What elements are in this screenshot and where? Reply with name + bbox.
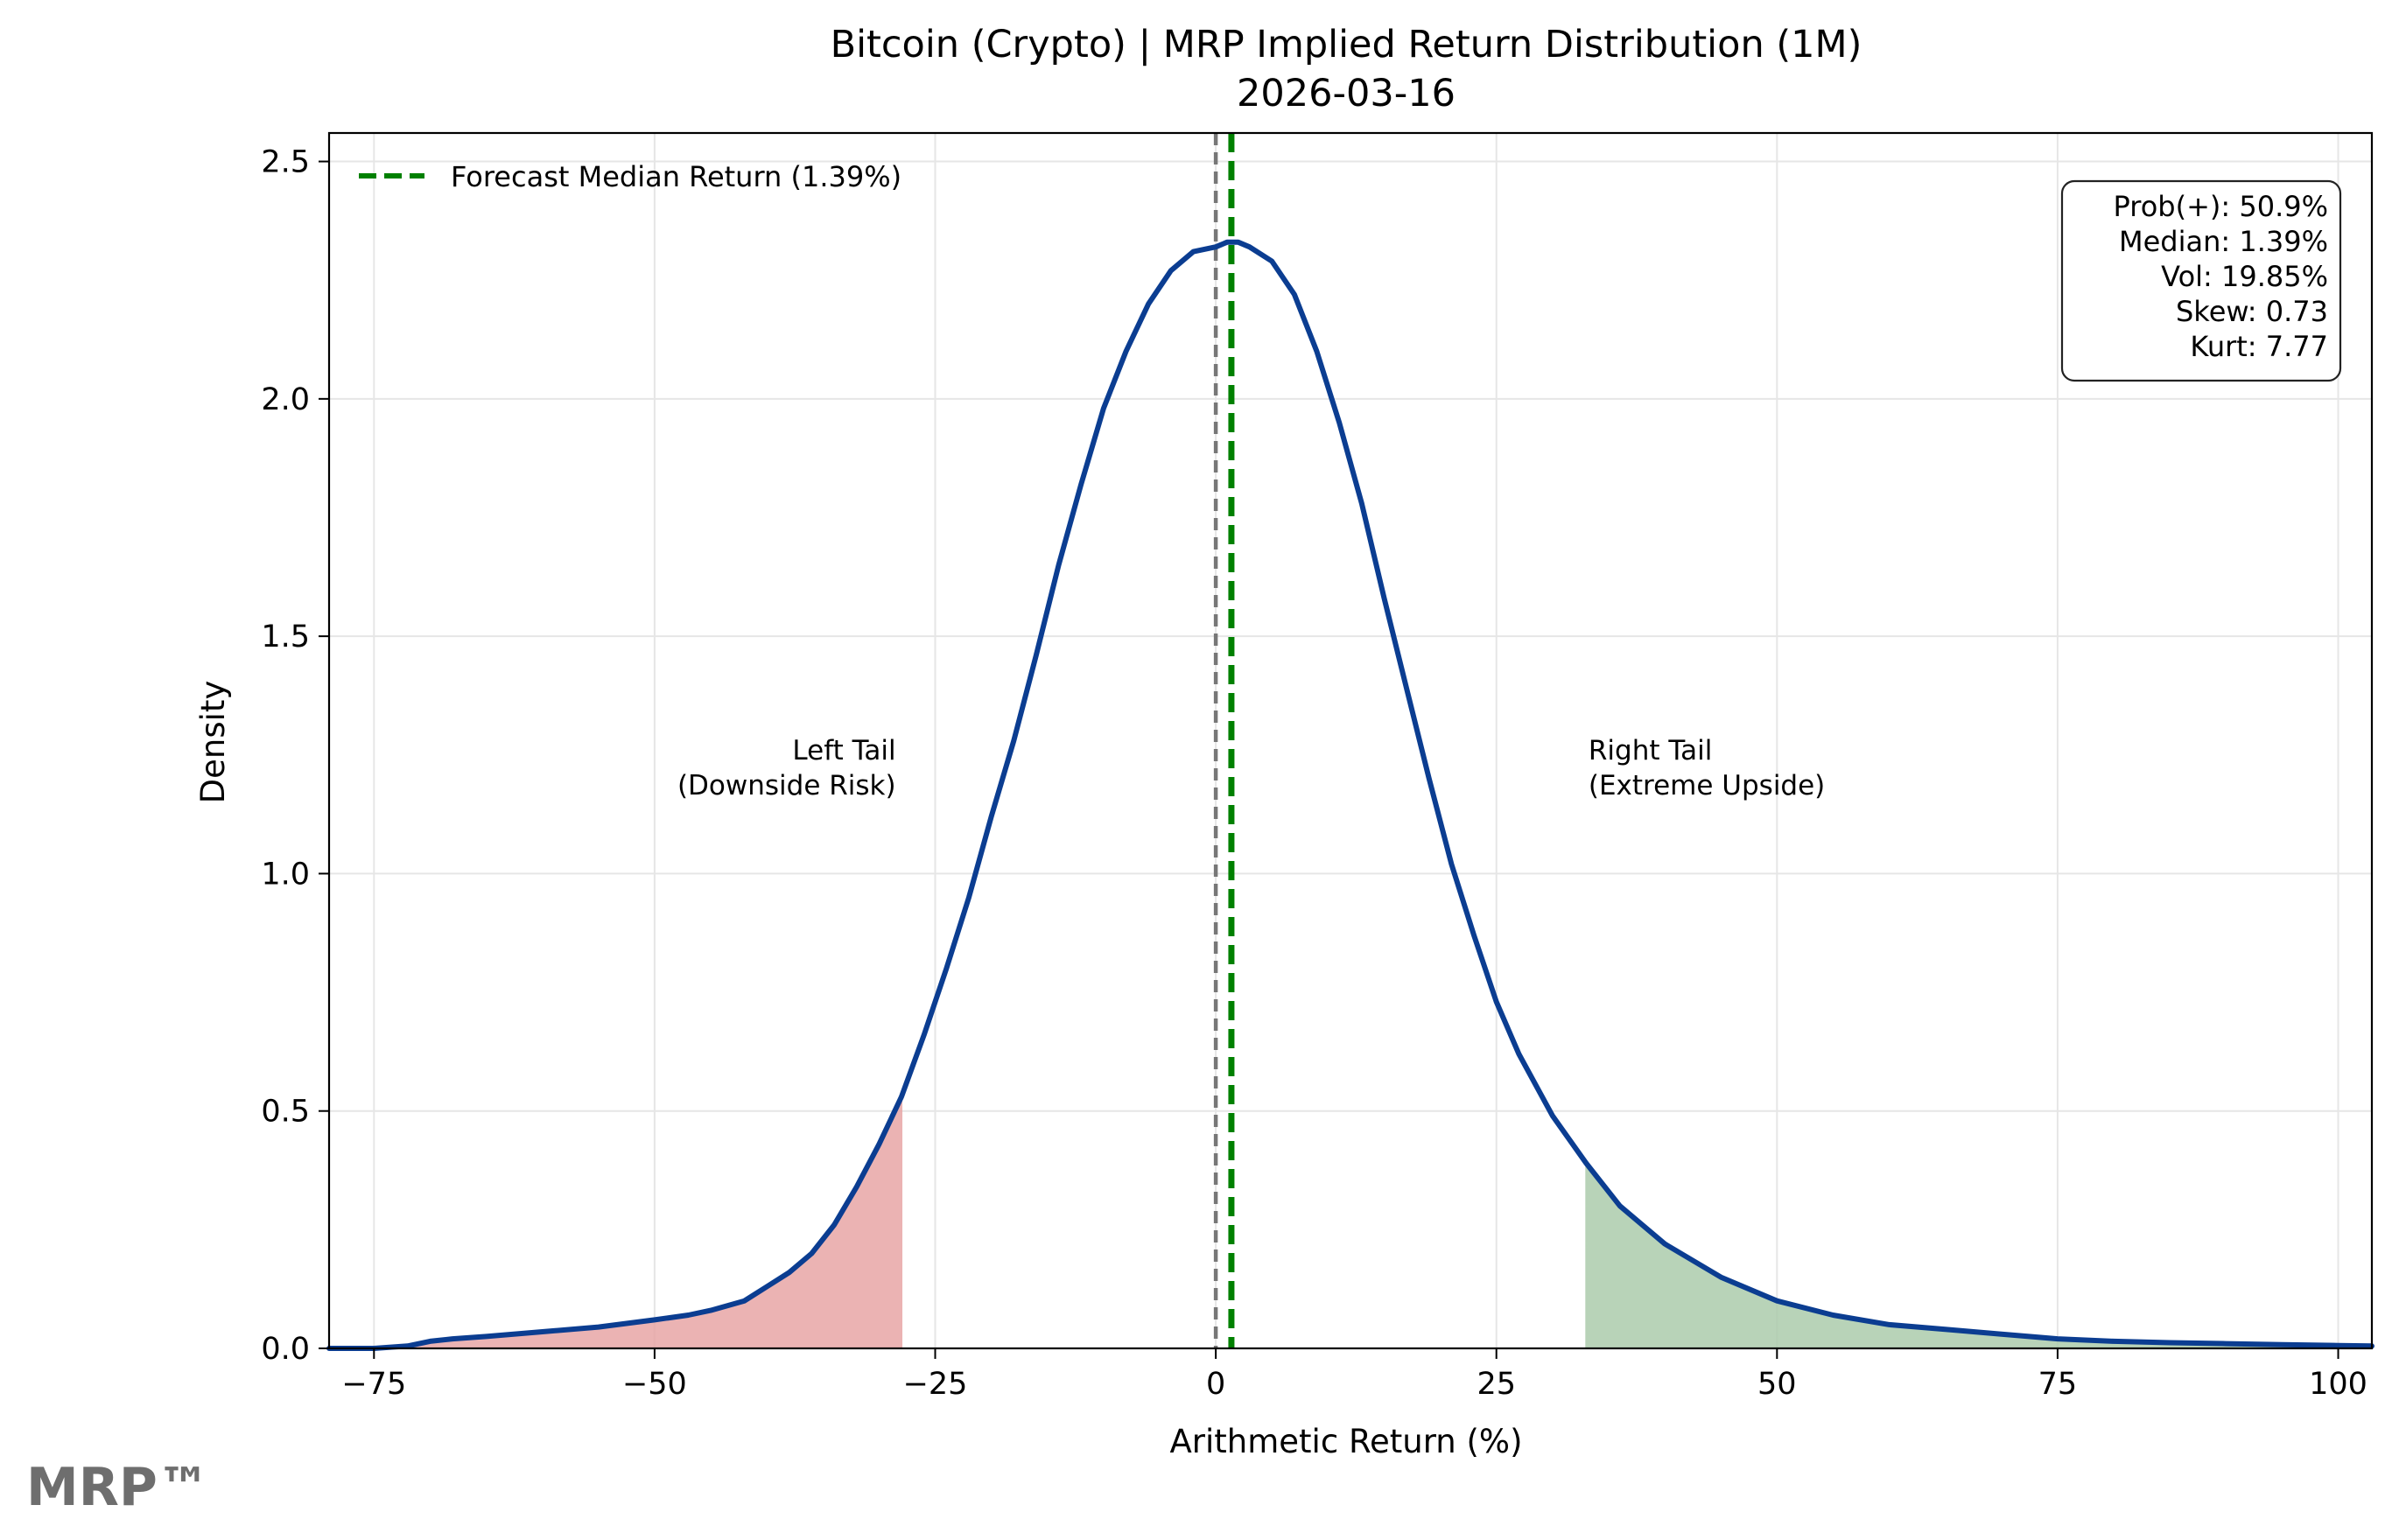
x-tick-label: 75 [2038, 1367, 2078, 1402]
stat-line: Vol: 19.85% [2161, 260, 2328, 293]
x-tick-label: 0 [1206, 1367, 1225, 1402]
x-axis-label: Arithmetic Return (%) [1169, 1423, 1522, 1460]
tail-area [1585, 1160, 2373, 1349]
stat-line: Median: 1.39% [2119, 225, 2328, 258]
chart-title: Bitcoin (Crypto) | MRP Implied Return Di… [831, 23, 1862, 66]
tail-annotations: Left Tail (Downside Risk) Right Tail (Extre… [677, 735, 1825, 802]
tail-area [329, 1096, 903, 1349]
y-tick-label: 2.0 [261, 382, 310, 417]
tail-label-line: Right Tail [1589, 735, 1713, 766]
plot-frame [327, 131, 2374, 1350]
stat-line: Prob(+): 50.9% [2114, 190, 2328, 223]
tail-label-line: (Extreme Upside) [1589, 770, 1825, 802]
stats-box: Prob(+): 50.9% Median: 1.39% Vol: 19.85% Sk… [2060, 179, 2342, 382]
legend-label: Forecast Median Return (1.39%) [451, 160, 901, 193]
legend: Forecast Median Return (1.39%) [359, 160, 901, 193]
chart-subtitle: 2026-03-16 [1237, 72, 1456, 116]
y-tick-label: 1.0 [261, 857, 310, 892]
grid-lines [329, 133, 2372, 1349]
density-curve-layer [326, 239, 2374, 1351]
stat-line: Skew: 0.73 [2176, 295, 2328, 328]
tail-fills [329, 1096, 2373, 1349]
axis-ticks: −75 −50 −25 0 25 50 75 100 0.0 0.5 1.0 1.5 2.0 2.5 [261, 145, 2367, 1402]
x-tick-label: 100 [2309, 1367, 2367, 1402]
tail-label: Right Tail (Extreme Upside) [1589, 735, 1825, 802]
stat-line: Kurt: 7.77 [2190, 330, 2328, 363]
tail-label-line: (Downside Risk) [677, 770, 896, 802]
reference-lines [1213, 133, 1235, 1348]
x-tick-label: 50 [1757, 1367, 1797, 1402]
y-axis-label: Density [194, 681, 232, 804]
x-tick-label: 25 [1477, 1367, 1516, 1402]
x-tick-label: −25 [903, 1367, 968, 1402]
tail-label-line: Left Tail [792, 735, 895, 766]
density-curve [326, 239, 2374, 1351]
x-tick-label: −50 [622, 1367, 687, 1402]
y-tick-label: 0.5 [261, 1095, 310, 1130]
x-tick-label: −75 [341, 1367, 406, 1402]
stats-text: Prob(+): 50.9% Median: 1.39% Vol: 19.85% Sk… [2114, 190, 2328, 363]
tail-label: Left Tail (Downside Risk) [677, 735, 896, 802]
y-tick-label: 0.0 [261, 1332, 310, 1367]
watermark-logo: MRP™ [26, 1457, 210, 1518]
y-tick-label: 1.5 [261, 620, 310, 654]
y-tick-label: 2.5 [261, 145, 310, 180]
stats-box-frame [2060, 179, 2342, 382]
